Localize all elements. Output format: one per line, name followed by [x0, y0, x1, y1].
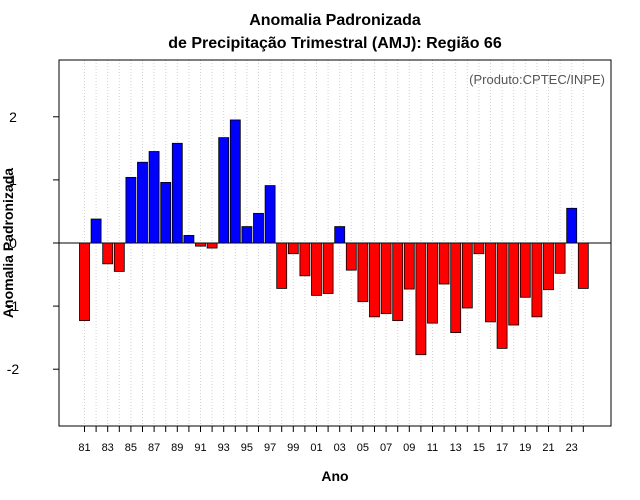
bar-12 — [438, 242, 450, 285]
bar-81 — [79, 242, 90, 322]
y-tick-label: -2 — [7, 361, 20, 377]
bar-21 — [543, 242, 554, 291]
bar-15 — [473, 242, 485, 255]
bars-layer — [79, 119, 589, 356]
bar-08 — [392, 242, 404, 322]
x-tick-label: 01 — [310, 442, 322, 454]
x-tick-label: 03 — [334, 442, 346, 454]
bar-07 — [380, 242, 392, 315]
bar-03 — [334, 226, 346, 244]
x-tick-label: 85 — [125, 442, 137, 454]
bar-93 — [218, 137, 230, 244]
bar-04 — [345, 242, 357, 271]
bar-09 — [403, 242, 415, 290]
x-tick-label: 19 — [519, 442, 531, 454]
x-tick-label: 97 — [264, 442, 276, 454]
y-tick-label: -1 — [7, 298, 20, 314]
x-tick-label: 09 — [403, 442, 415, 454]
y-axis-label: Anomalia Padronizada — [0, 168, 16, 318]
bar-02 — [322, 242, 334, 294]
x-tick-label: 95 — [241, 442, 253, 454]
bar-01 — [311, 242, 322, 296]
bar-86 — [137, 161, 148, 244]
chart-title: Anomalia Padronizada — [249, 12, 421, 29]
bar-97 — [264, 185, 276, 244]
x-axis: 81 83 85 87 89 91 93 95 97 99 01 03 05 07 09 11 13 15 17 19… — [78, 426, 584, 454]
bar-05 — [357, 242, 369, 303]
y-tick-label: 1 — [9, 172, 17, 188]
x-tick-label: 93 — [218, 442, 230, 454]
bar-19 — [519, 242, 531, 298]
bar-24 — [577, 242, 589, 289]
x-tick-label: 99 — [287, 442, 299, 454]
bar-10 — [415, 242, 427, 356]
x-tick-label: 13 — [450, 442, 462, 454]
x-tick-label: 81 — [78, 442, 90, 454]
bar-23 — [566, 207, 578, 244]
x-tick-label: 11 — [427, 442, 438, 454]
x-tick-label: 87 — [148, 442, 160, 454]
x-tick-label: 15 — [473, 442, 485, 454]
bar-22 — [554, 242, 566, 274]
bar-85 — [125, 176, 137, 244]
bar-89 — [171, 142, 183, 244]
x-tick-label: 05 — [357, 442, 369, 454]
bar-16 — [485, 242, 496, 323]
x-tick-label: 07 — [380, 442, 392, 454]
bar-96 — [253, 212, 264, 244]
bar-94 — [229, 119, 241, 244]
bar-11 — [427, 242, 438, 324]
bar-90 — [183, 235, 195, 244]
bar-87 — [148, 151, 160, 244]
bar-18 — [508, 242, 520, 326]
bar-20 — [531, 242, 543, 318]
chart-subtitle: de Precipitação Trimestral (AMJ): Região… — [168, 35, 502, 52]
bar-95 — [241, 226, 253, 244]
bar-92 — [206, 242, 218, 249]
y-tick-label: 0 — [9, 235, 17, 251]
x-tick-label: 89 — [171, 442, 183, 454]
x-tick-label: 91 — [194, 442, 206, 454]
credit-text: (Produto:CPTEC/INPE) — [469, 72, 605, 87]
bar-17 — [496, 242, 508, 349]
bar-13 — [450, 242, 462, 334]
y-axis: -2 -1 0 1 2 — [7, 109, 59, 377]
bar-99 — [287, 242, 299, 255]
bar-83 — [102, 242, 114, 265]
x-tick-label: 17 — [496, 442, 508, 454]
x-tick-label: 83 — [102, 442, 114, 454]
x-tick-label: 23 — [566, 442, 578, 454]
x-tick-label: 21 — [542, 442, 554, 454]
x-axis-label: Ano — [321, 468, 348, 484]
bar-91 — [195, 242, 206, 247]
bar-88 — [160, 182, 172, 244]
bar-84 — [113, 242, 125, 272]
bar-82 — [90, 218, 102, 244]
y-tick-label: 2 — [9, 109, 17, 125]
bar-14 — [461, 242, 473, 309]
bar-06 — [369, 242, 380, 318]
bar-00 — [299, 242, 311, 277]
bar-98 — [276, 242, 288, 289]
